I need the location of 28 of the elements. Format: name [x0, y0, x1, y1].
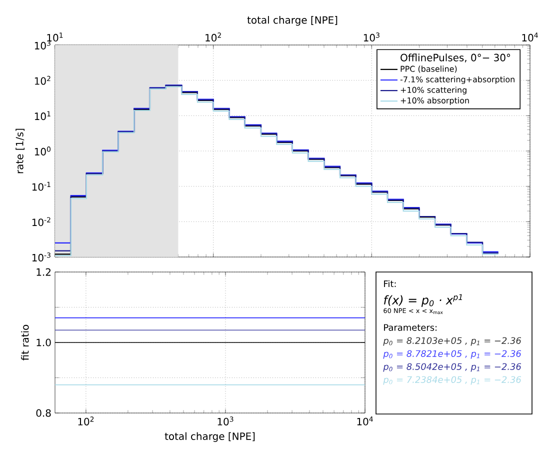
y-axis-title: rate [1/s] [16, 128, 25, 174]
y-tick-label: 10$^{-3}$ [32, 252, 50, 262]
text: Parameters: [384, 324, 436, 331]
y-tick-label: 1.2 [36, 268, 50, 276]
x-tick-label: 10$^{1}$ [47, 32, 63, 42]
x-tick-label: 10$^{2}$ [206, 32, 221, 42]
y-tick-label: 10$^{-2}$ [32, 217, 50, 226]
y-tick-label: 10$^{2}$ [34, 76, 50, 85]
x-tick-label: 10$^{4}$ [522, 32, 538, 42]
y-tick-label: 10$^{1}$ [34, 111, 50, 120]
y-tick-label: 0.8 [36, 409, 51, 417]
x-tick-label: 10$^{2}$ [78, 416, 94, 426]
y-tick-label: 10$^{0}$ [34, 146, 51, 156]
y-axis-title: fit ratio [21, 324, 29, 360]
text: p$_{0}$ = 8.5042e+05 , p$_{1}$ = −2.36 [383, 363, 522, 372]
y-tick-label: 1.0 [36, 338, 51, 346]
legend-title: OfflinePulses, 0°− 30° [400, 54, 510, 62]
x-tick-label: 10$^{3}$ [364, 32, 380, 42]
x-axis-title: total charge [NPE] [164, 432, 255, 442]
y-tick-label: 10$^{-1}$ [32, 182, 50, 191]
text: Fit: [384, 280, 396, 288]
text: p$_{0}$ = 8.2103e+05 , p$_{1}$ = −2.36 [383, 337, 522, 346]
x-axis-title: total charge [NPE] [247, 16, 338, 26]
text: p$_{0}$ = 7.2384e+05 , p$_{1}$ = −2.36 [383, 376, 522, 385]
text: f(x) = p$_{0}$ · x$^{p1}$ [384, 294, 462, 307]
x-tick-label: 10$^{3}$ [218, 416, 234, 426]
x-tick-label: 10$^{4}$ [357, 416, 373, 426]
text: p$_{0}$ = 8.7821e+05 , p$_{1}$ = −2.36 [383, 350, 522, 359]
